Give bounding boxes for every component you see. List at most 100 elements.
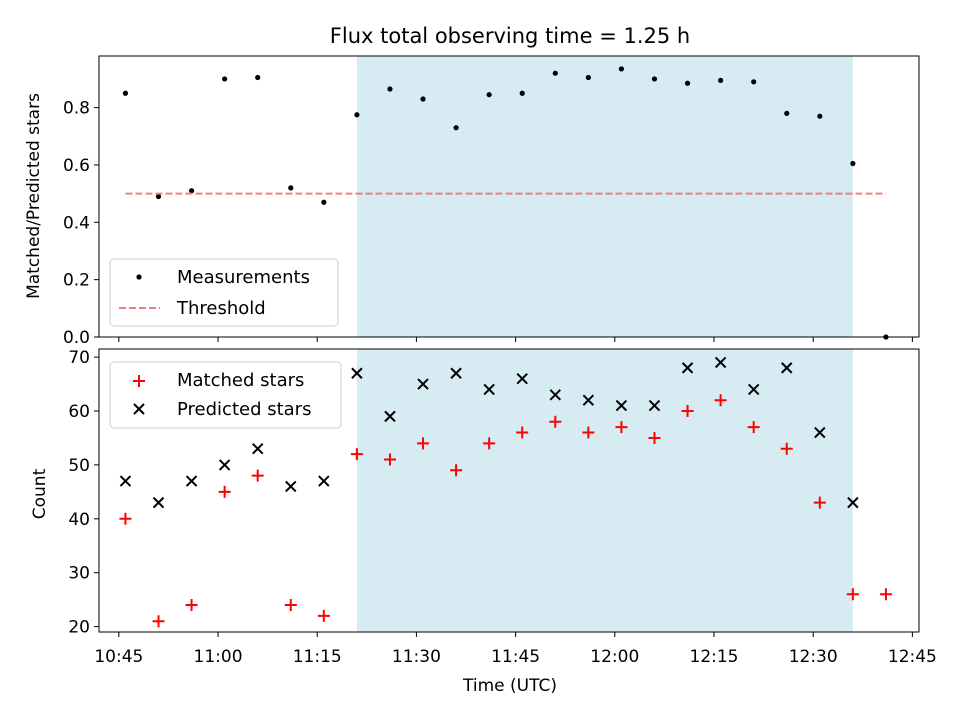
bottom-y-axis: 20 30 40 50 60 70 — [68, 348, 99, 638]
y-tick-label: 0.8 — [63, 99, 90, 119]
x-axis-label: Time (UTC) — [462, 676, 557, 696]
predicted-stars-point — [417, 378, 429, 390]
predicted-stars-point — [318, 475, 330, 487]
legend-predicted-label: Predicted stars — [177, 399, 311, 420]
bottom-x-axis: 10:45 11:00 11:15 11:30 11:45 12:00 12:15 12:30… — [94, 632, 937, 667]
measurement-point — [718, 77, 724, 83]
predicted-stars-point — [781, 362, 793, 374]
measurement-point — [618, 66, 625, 72]
measurement-point — [321, 199, 327, 205]
legend-measurements-marker — [136, 274, 142, 280]
measurement-point — [817, 113, 823, 119]
measurement-point — [122, 90, 129, 96]
matched-stars-point — [615, 421, 628, 434]
x-tick-label: 11:30 — [392, 647, 441, 667]
matched-stars-point — [383, 453, 396, 466]
y-tick-label: 40 — [68, 510, 90, 530]
matched-stars-point — [152, 615, 165, 628]
measurement-point — [420, 96, 426, 102]
measurement-point — [255, 74, 261, 81]
predicted-stars-point — [615, 399, 628, 412]
measurement-point — [453, 125, 459, 131]
matched-stars-point — [747, 421, 760, 434]
predicted-stars-point — [384, 410, 396, 423]
predicted-stars-point — [218, 459, 231, 471]
bottom-y-axis-label: Count — [30, 468, 50, 519]
matched-stars-point — [350, 448, 363, 461]
legend-measurements-label: Measurements — [177, 267, 310, 288]
predicted-stars-point — [152, 496, 165, 509]
predicted-stars-point — [285, 480, 297, 493]
y-tick-label: 50 — [68, 456, 90, 476]
measurement-point — [387, 86, 393, 92]
y-tick-label: 30 — [68, 564, 90, 584]
matched-stars-point — [450, 464, 463, 477]
measurement-point — [850, 160, 856, 167]
matched-stars-point — [681, 404, 694, 417]
chart-title: Flux total observing time = 1.25 h — [330, 24, 690, 48]
y-tick-label: 20 — [68, 618, 90, 638]
predicted-stars-point — [582, 394, 595, 406]
measurement-point — [751, 79, 757, 85]
y-tick-label: 0.2 — [63, 271, 90, 291]
measurement-point — [288, 185, 294, 191]
measurement-point — [354, 112, 360, 118]
observing-window-shade-top — [356, 56, 853, 337]
top-panel-frame — [98, 55, 920, 338]
matched-stars-point — [251, 469, 264, 482]
predicted-stars-point — [252, 443, 264, 455]
predicted-stars-point — [747, 383, 760, 396]
measurement-point — [486, 92, 492, 98]
measurement-point — [784, 110, 790, 116]
measurement-point — [585, 74, 591, 81]
x-tick-label: 12:15 — [690, 647, 739, 667]
predicted-stars-point — [119, 475, 132, 487]
measurement-point — [222, 76, 228, 82]
y-tick-label: 0.4 — [63, 213, 90, 233]
predicted-stars-point — [516, 372, 528, 385]
bottom-legend-box — [109, 361, 342, 429]
matched-stars-point — [317, 609, 330, 622]
predicted-stars-point — [847, 496, 859, 509]
x-tick-label: 11:45 — [491, 647, 540, 667]
x-tick-label: 12:00 — [590, 647, 639, 667]
legend-matched-marker — [133, 375, 145, 387]
predicted-stars-point — [648, 399, 661, 412]
legend-threshold-label: Threshold — [176, 298, 266, 319]
bottom-panel-frame — [98, 348, 920, 633]
matched-stars-point — [549, 415, 562, 428]
y-tick-label: 0.0 — [63, 328, 90, 348]
y-tick-label: 70 — [68, 348, 90, 368]
measurement-point — [684, 80, 691, 86]
measurement-point — [651, 76, 658, 82]
top-y-axis: 0.0 0.2 0.4 0.6 0.8 — [63, 99, 99, 348]
x-tick-label: 12:30 — [789, 647, 838, 667]
matched-stars-point — [780, 442, 793, 455]
matched-stars-point — [714, 394, 727, 407]
matched-stars-point — [846, 588, 859, 601]
measurement-point — [519, 90, 525, 96]
top-legend-box — [109, 258, 339, 327]
y-tick-label: 60 — [68, 402, 90, 422]
predicted-stars-point — [450, 367, 462, 379]
x-tick-label: 10:45 — [94, 647, 143, 667]
x-tick-label: 11:00 — [194, 647, 243, 667]
legend-matched-label: Matched stars — [177, 370, 304, 391]
top-x-axis — [118, 337, 913, 342]
predicted-stars-point — [681, 362, 694, 374]
observing-window-shade-bottom — [356, 349, 853, 632]
top-y-axis-label: Matched/Predicted stars — [24, 93, 44, 299]
matched-stars-point — [284, 599, 297, 612]
predicted-stars-point — [549, 389, 561, 401]
matched-stars-point — [879, 588, 892, 601]
x-tick-label: 12:45 — [888, 647, 937, 667]
legend-predicted-marker — [133, 403, 145, 415]
bottom-panel-marks — [119, 356, 892, 628]
measurement-point — [552, 70, 558, 76]
top-legend: Measurements Threshold — [109, 258, 339, 327]
predicted-stars-point — [714, 356, 727, 369]
predicted-stars-point — [483, 383, 495, 396]
predicted-stars-point — [351, 367, 363, 379]
matched-stars-point — [417, 437, 430, 450]
